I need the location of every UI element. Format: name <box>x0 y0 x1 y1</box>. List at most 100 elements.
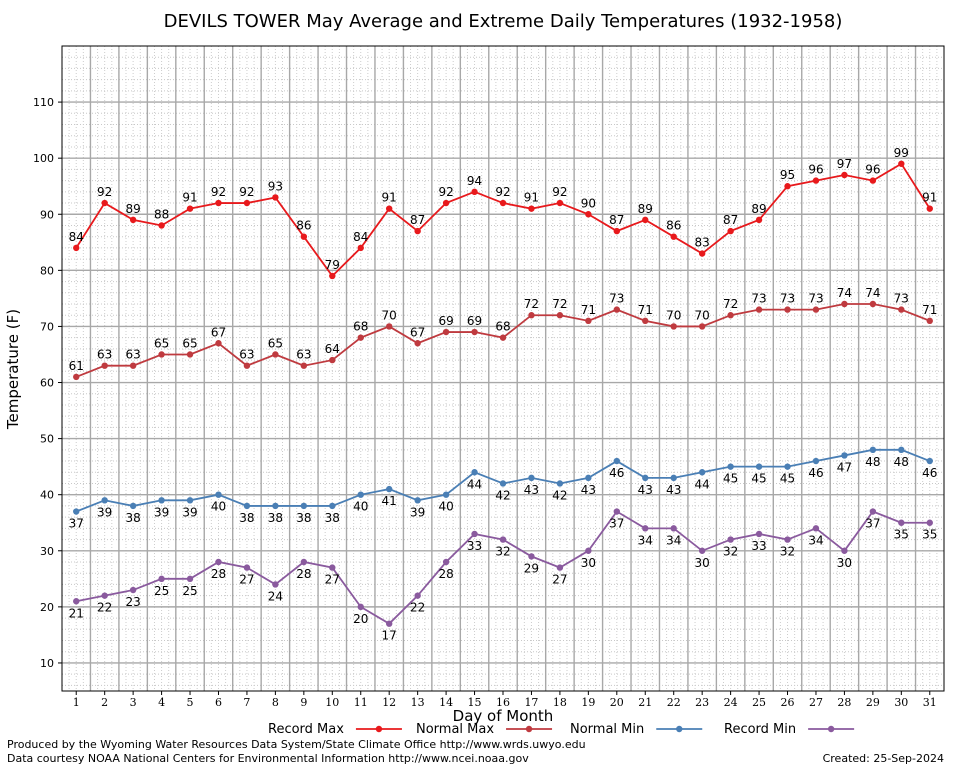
data-label: 46 <box>609 466 624 480</box>
data-point <box>755 306 763 313</box>
data-point <box>528 205 535 212</box>
data-label: 44 <box>695 477 710 491</box>
data-label: 27 <box>325 573 340 587</box>
data-label: 74 <box>865 286 880 300</box>
data-label: 92 <box>438 185 453 199</box>
data-point <box>442 199 450 207</box>
y-tick-label: 40 <box>40 489 54 502</box>
data-point <box>357 603 364 611</box>
data-point <box>613 457 621 465</box>
data-point <box>300 233 308 240</box>
data-label: 96 <box>808 163 823 177</box>
data-label: 79 <box>325 258 340 272</box>
data-label: 87 <box>723 213 738 227</box>
data-point <box>698 323 706 330</box>
data-label: 83 <box>695 236 710 250</box>
data-point <box>129 362 137 369</box>
x-tick-label: 6 <box>215 696 222 709</box>
x-tick-label: 9 <box>300 696 307 709</box>
data-point <box>243 199 251 207</box>
data-label: 70 <box>666 308 681 322</box>
data-point <box>926 205 933 212</box>
x-tick-label: 13 <box>411 696 425 709</box>
data-label: 38 <box>325 511 340 525</box>
data-point <box>642 525 649 532</box>
data-label: 38 <box>239 511 254 525</box>
data-point <box>442 558 450 566</box>
data-label: 72 <box>723 297 738 311</box>
data-point <box>329 272 336 280</box>
data-label: 37 <box>865 517 880 531</box>
data-label: 35 <box>922 528 937 542</box>
x-tick-label: 1 <box>73 696 80 709</box>
data-label: 72 <box>524 297 539 311</box>
data-label: 37 <box>69 517 84 531</box>
data-label: 89 <box>638 202 653 216</box>
data-label: 74 <box>837 286 852 300</box>
data-label: 46 <box>922 466 937 480</box>
data-point <box>926 519 933 526</box>
data-label: 63 <box>296 348 311 362</box>
data-point <box>272 581 279 588</box>
y-axis: 10 20 30 40 50 60 70 80 90 100 110 <box>33 96 62 670</box>
x-tick-label: 8 <box>272 696 279 709</box>
legend-label: Record Min <box>724 722 796 737</box>
data-point <box>471 328 478 336</box>
data-point <box>670 474 677 482</box>
data-point <box>670 525 677 532</box>
data-point <box>243 564 251 571</box>
x-tick-label: 18 <box>553 696 567 709</box>
data-point <box>499 480 507 487</box>
data-point <box>869 446 877 454</box>
data-point <box>528 474 535 482</box>
data-point <box>727 463 734 470</box>
data-point <box>869 300 877 308</box>
data-label: 17 <box>382 629 397 643</box>
data-point <box>272 194 279 201</box>
data-label: 47 <box>837 460 852 474</box>
data-point <box>414 592 421 599</box>
data-label: 30 <box>581 556 596 570</box>
x-tick-label: 7 <box>243 696 250 709</box>
x-tick-label: 25 <box>752 696 766 709</box>
data-point <box>670 323 677 330</box>
data-label: 91 <box>524 191 539 205</box>
y-tick-label: 80 <box>40 264 54 277</box>
data-point <box>898 519 905 526</box>
series-record-max: 84 92 89 88 91 92 92 93 86 79 84 91 87 92 94 92 91 92 90 87… <box>69 146 937 280</box>
data-point <box>73 508 80 515</box>
data-point <box>442 328 450 336</box>
data-label: 32 <box>495 545 510 559</box>
data-label: 28 <box>296 567 311 581</box>
data-label: 39 <box>154 505 169 519</box>
data-point <box>642 216 649 224</box>
data-label: 38 <box>296 511 311 525</box>
x-tick-label: 19 <box>581 696 595 709</box>
data-point <box>841 547 848 554</box>
data-label: 67 <box>410 325 425 339</box>
data-label: 73 <box>609 292 624 306</box>
x-tick-label: 12 <box>382 696 396 709</box>
x-tick-label: 10 <box>325 696 339 709</box>
data-point <box>499 199 507 207</box>
data-point <box>784 536 791 543</box>
y-tick-label: 110 <box>33 96 54 109</box>
data-label: 92 <box>239 185 254 199</box>
data-label: 72 <box>552 297 567 311</box>
data-label: 91 <box>922 191 937 205</box>
data-point <box>642 474 649 482</box>
legend: Record Max Normal Max Normal Min Record Min <box>268 722 855 737</box>
y-tick-label: 30 <box>40 545 54 558</box>
data-point <box>329 356 336 364</box>
data-point <box>499 334 507 341</box>
x-tick-label: 21 <box>638 696 652 709</box>
data-point <box>300 558 308 566</box>
data-point <box>243 502 251 510</box>
data-point <box>499 536 507 543</box>
data-point <box>73 373 80 381</box>
data-label: 48 <box>865 455 880 469</box>
x-tick-label: 3 <box>130 696 137 709</box>
data-label: 64 <box>325 342 340 356</box>
data-point <box>926 317 933 325</box>
data-label: 89 <box>751 202 766 216</box>
